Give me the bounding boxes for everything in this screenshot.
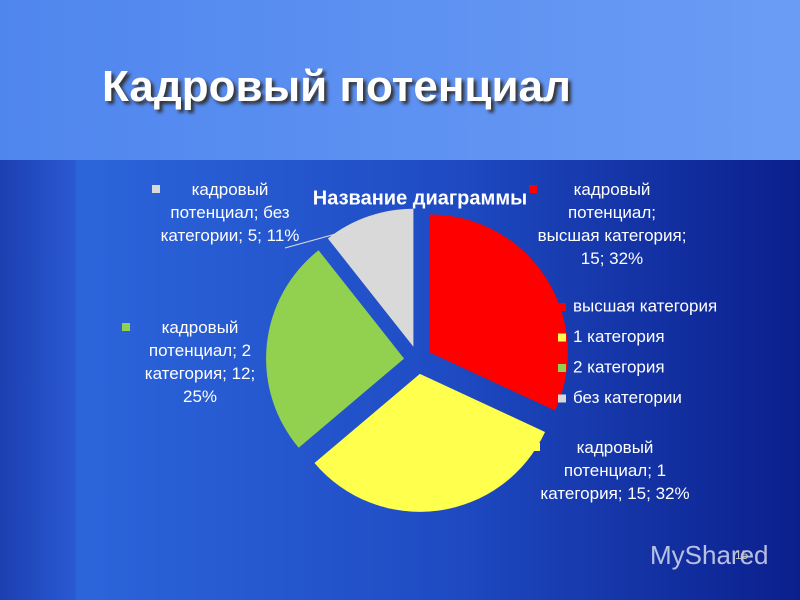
legend-label: 1 категория (573, 327, 665, 346)
slide-number: 15 (735, 548, 749, 562)
legend-swatch (558, 333, 566, 342)
label-marker (529, 185, 537, 193)
side-stripe (0, 160, 76, 600)
legend-swatch (558, 303, 566, 311)
label-marker (122, 323, 130, 331)
pie-slice (429, 214, 568, 411)
pie-slice (266, 250, 405, 448)
legend-label: высшая категория (573, 296, 717, 315)
chart-title: Название диаграммы (313, 187, 527, 209)
data-label: кадровый потенциал; без категории; 5; 11… (160, 180, 300, 245)
pie-slice (314, 373, 546, 512)
header-band (0, 0, 800, 160)
label-marker (152, 185, 160, 193)
leader-line (284, 229, 351, 249)
legend-swatch (558, 364, 566, 372)
data-label: кадровый потенциал; 2 категория; 12; 25% (144, 318, 256, 406)
watermark: MyShared (650, 540, 769, 570)
pie-slice (327, 208, 414, 347)
legend-label: без категории (573, 388, 682, 407)
data-label: кадровый потенциал; высшая категория; 15… (537, 180, 687, 268)
legend-swatch (558, 394, 566, 403)
data-label: кадровый потенциал; 1 категория; 15; 32% (540, 438, 690, 503)
legend-label: 2 категория (573, 357, 665, 376)
slide-title: Кадровый потенциал (102, 62, 571, 111)
label-marker (532, 443, 540, 451)
